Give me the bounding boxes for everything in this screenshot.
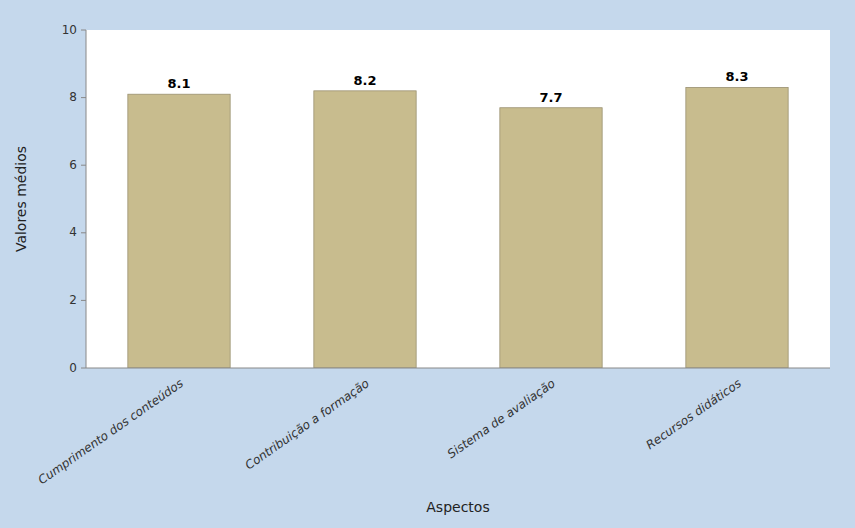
x-axis-title: Aspectos bbox=[426, 499, 489, 515]
data-labels: 8.1 8.2 7.7 8.3 bbox=[167, 69, 748, 104]
bar bbox=[500, 108, 602, 368]
bar bbox=[314, 91, 416, 368]
y-tick-label: 2 bbox=[69, 293, 77, 307]
y-axis: 0 2 4 6 8 10 bbox=[62, 23, 86, 375]
data-label: 8.2 bbox=[353, 73, 376, 88]
bar bbox=[128, 94, 230, 368]
y-tick bbox=[81, 368, 86, 369]
chart-container: 0 2 4 6 8 10 8.1 8.2 7.7 8.3 Cumprimento dos conte… bbox=[0, 0, 855, 528]
y-tick bbox=[81, 232, 86, 233]
chart-svg: 0 2 4 6 8 10 8.1 8.2 7.7 8.3 Cumprimento dos conte… bbox=[0, 0, 855, 528]
y-tick-label: 8 bbox=[69, 90, 77, 104]
y-axis-title: Valores médios bbox=[13, 146, 29, 252]
data-label: 8.1 bbox=[167, 76, 190, 91]
background bbox=[0, 0, 855, 528]
x-axis-line bbox=[86, 368, 830, 369]
x-tick-label: Recursos didáticos bbox=[643, 376, 743, 452]
y-tick bbox=[81, 97, 86, 98]
data-label: 7.7 bbox=[539, 90, 562, 105]
x-axis: Cumprimento dos conteúdos Contribuição a … bbox=[36, 376, 744, 487]
plot-area bbox=[86, 30, 830, 368]
y-tick-label: 6 bbox=[69, 158, 77, 172]
y-axis-line bbox=[86, 30, 87, 368]
x-tick-label: Contribuição a formação bbox=[243, 376, 372, 472]
y-tick-label: 0 bbox=[69, 361, 77, 375]
bars bbox=[128, 87, 788, 368]
x-tick-label: Cumprimento dos conteúdos bbox=[36, 376, 186, 487]
data-label: 8.3 bbox=[725, 69, 748, 84]
y-tick-label: 10 bbox=[62, 23, 77, 37]
y-tick bbox=[81, 30, 86, 31]
y-tick-label: 4 bbox=[69, 225, 77, 239]
x-tick-label: Sistema de avaliação bbox=[445, 376, 558, 461]
y-tick bbox=[81, 165, 86, 166]
bar bbox=[686, 87, 788, 368]
y-tick bbox=[81, 300, 86, 301]
